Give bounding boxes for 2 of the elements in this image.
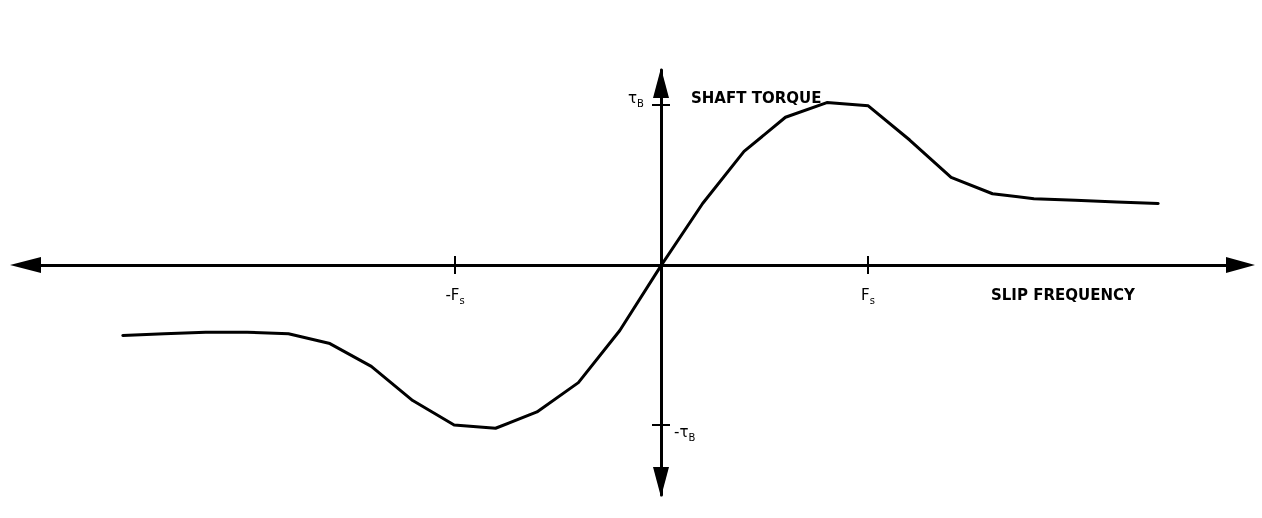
x-axis-title: SLIP FREQUENCY xyxy=(991,285,1136,304)
y-axis-title: SHAFT TORQUE xyxy=(691,88,822,107)
